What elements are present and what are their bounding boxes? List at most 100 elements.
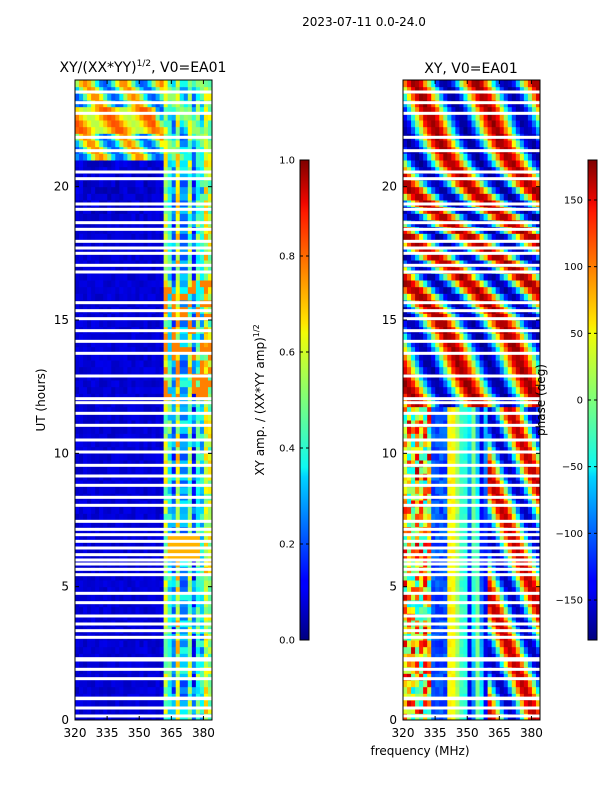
heatmap-cell (91, 486, 96, 494)
heatmap-cell (459, 446, 464, 454)
heatmap-cell (127, 413, 132, 421)
heatmap-cell (91, 546, 96, 554)
heatmap-cell (455, 160, 460, 168)
heatmap-cell (439, 353, 444, 361)
heatmap-cell (407, 333, 412, 341)
heatmap-cell (423, 553, 428, 561)
heatmap-cell (451, 540, 456, 548)
heatmap-cell (199, 260, 205, 268)
heatmap-cell (151, 673, 157, 681)
heatmap-cell (431, 106, 436, 114)
heatmap-cell (119, 293, 124, 301)
heatmap-cell (147, 533, 153, 541)
heatmap-cell (135, 173, 140, 181)
heatmap-cell (199, 433, 205, 441)
heatmap-cell (427, 513, 432, 521)
heatmap-cell (179, 360, 185, 368)
heatmap-cell (411, 213, 416, 221)
heatmap-cell (407, 360, 412, 368)
heatmap-cell (103, 420, 108, 428)
heatmap-cell (415, 166, 420, 174)
heatmap-cell (131, 673, 136, 681)
heatmap-cell (107, 333, 112, 341)
heatmap-cell (199, 106, 205, 114)
heatmap-cell (159, 286, 165, 294)
heatmap-cell (179, 653, 185, 661)
heatmap-cell (127, 246, 132, 254)
heatmap-cell (207, 93, 212, 101)
heatmap-cell (147, 320, 153, 328)
heatmap-cell (199, 393, 205, 401)
heatmap-cell (163, 460, 169, 468)
heatmap-cell (103, 86, 108, 94)
heatmap-cell (139, 673, 144, 681)
heatmap-cell (407, 646, 412, 654)
heatmap-cell (95, 180, 100, 188)
heatmap-cell (87, 660, 92, 668)
heatmap-cell (411, 193, 416, 201)
heatmap-cell (79, 540, 84, 548)
heatmap-cell (467, 286, 472, 294)
heatmap-cell (455, 180, 460, 188)
heatmap-cell (411, 280, 416, 288)
heatmap-cell (467, 646, 472, 654)
heatmap-cell (119, 433, 124, 441)
heatmap-cell (79, 153, 84, 161)
heatmap-cell (159, 406, 165, 414)
heatmap-cell (447, 266, 452, 274)
heatmap-cell (463, 660, 468, 668)
flagged-row (75, 246, 212, 250)
heatmap-cell (423, 360, 428, 368)
heatmap-cell (99, 393, 104, 401)
heatmap-cell (195, 706, 201, 714)
heatmap-cell (191, 660, 197, 668)
heatmap-cell (127, 433, 132, 441)
heatmap-cell (443, 706, 448, 714)
heatmap-cell (179, 193, 185, 201)
heatmap-cell (199, 86, 205, 94)
heatmap-cell (143, 93, 149, 101)
heatmap-cell (147, 586, 153, 594)
heatmap-cell (143, 333, 149, 341)
heatmap-cell (127, 273, 132, 281)
heatmap-cell (451, 453, 456, 461)
heatmap-cell (111, 333, 116, 341)
heatmap-cell (199, 246, 205, 254)
heatmap-cell (427, 113, 432, 121)
heatmap-cell (107, 320, 112, 328)
flagged-row (75, 629, 212, 633)
heatmap-cell (159, 120, 165, 128)
heatmap-cell (91, 333, 96, 341)
heatmap-cell (431, 500, 436, 508)
heatmap-cell (103, 380, 108, 388)
heatmap-cell (167, 180, 173, 188)
heatmap-cell (443, 440, 448, 448)
heatmap-cell (147, 580, 153, 588)
heatmap-cell (167, 440, 173, 448)
heatmap-cell (467, 266, 472, 274)
heatmap-cell (75, 160, 80, 168)
heatmap-cell (175, 480, 181, 488)
heatmap-cell (83, 480, 88, 488)
heatmap-cell (435, 193, 440, 201)
heatmap-cell (183, 366, 189, 374)
heatmap-cell (123, 240, 128, 248)
heatmap-cell (163, 366, 169, 374)
heatmap-cell (159, 126, 165, 134)
heatmap-cell (415, 233, 420, 241)
heatmap-cell (107, 280, 112, 288)
heatmap-cell (431, 586, 436, 594)
heatmap-cell (91, 313, 96, 321)
heatmap-cell (107, 486, 112, 494)
heatmap-cell (179, 160, 185, 168)
heatmap-cell (183, 446, 189, 454)
heatmap-cell (95, 420, 100, 428)
heatmap-cell (195, 486, 201, 494)
heatmap-cell (99, 106, 104, 114)
heatmap-cell (443, 113, 448, 121)
heatmap-cell (203, 413, 209, 421)
heatmap-cell (83, 533, 88, 541)
heatmap-cell (199, 460, 205, 468)
heatmap-cell (427, 380, 432, 388)
heatmap-cell (139, 293, 144, 301)
